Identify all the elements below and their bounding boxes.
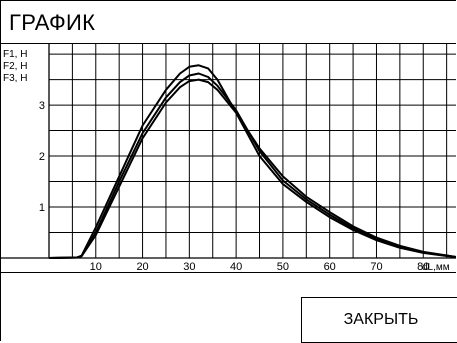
y-tick-label: 3 [39, 100, 45, 112]
series-line-1 [48, 64, 456, 259]
y-tick-label: 2 [39, 151, 45, 163]
x-tick-label: 40 [230, 261, 242, 272]
x-tick-label: 60 [324, 261, 336, 272]
title-bar: ГРАФИК [1, 1, 456, 44]
chart-area: F1, Н F2, Н F3, Н dL,мм 10 20 30 40 50 60 70 80… [1, 44, 456, 273]
x-tick-label: 70 [370, 261, 382, 272]
series-line-2 [48, 72, 456, 259]
x-tick-label: 30 [183, 261, 195, 272]
series-line-3 [48, 78, 456, 259]
y-axis-label-f2: F2, Н [3, 61, 27, 72]
y-axis-label-f1: F1, Н [3, 49, 27, 60]
x-tick-label: 80 [417, 261, 429, 272]
x-tick-label: 20 [136, 261, 148, 272]
x-axis-label: dL,мм [422, 262, 450, 272]
close-button[interactable]: ЗАКРЫТЬ [301, 297, 457, 343]
chart-labels: F1, Н F2, Н F3, Н dL,мм 10 20 30 40 50 60 70 80… [3, 49, 450, 272]
y-axis-label-f3: F3, Н [3, 73, 27, 84]
x-tick-label: 50 [277, 261, 289, 272]
chart-grid [1, 44, 456, 259]
force-chart: F1, Н F2, Н F3, Н dL,мм 10 20 30 40 50 60 70 80… [1, 44, 456, 272]
window-title: ГРАФИК [9, 10, 96, 35]
x-tick-label: 10 [90, 261, 102, 272]
chart-series-group [48, 64, 456, 259]
y-tick-label: 1 [39, 202, 45, 214]
